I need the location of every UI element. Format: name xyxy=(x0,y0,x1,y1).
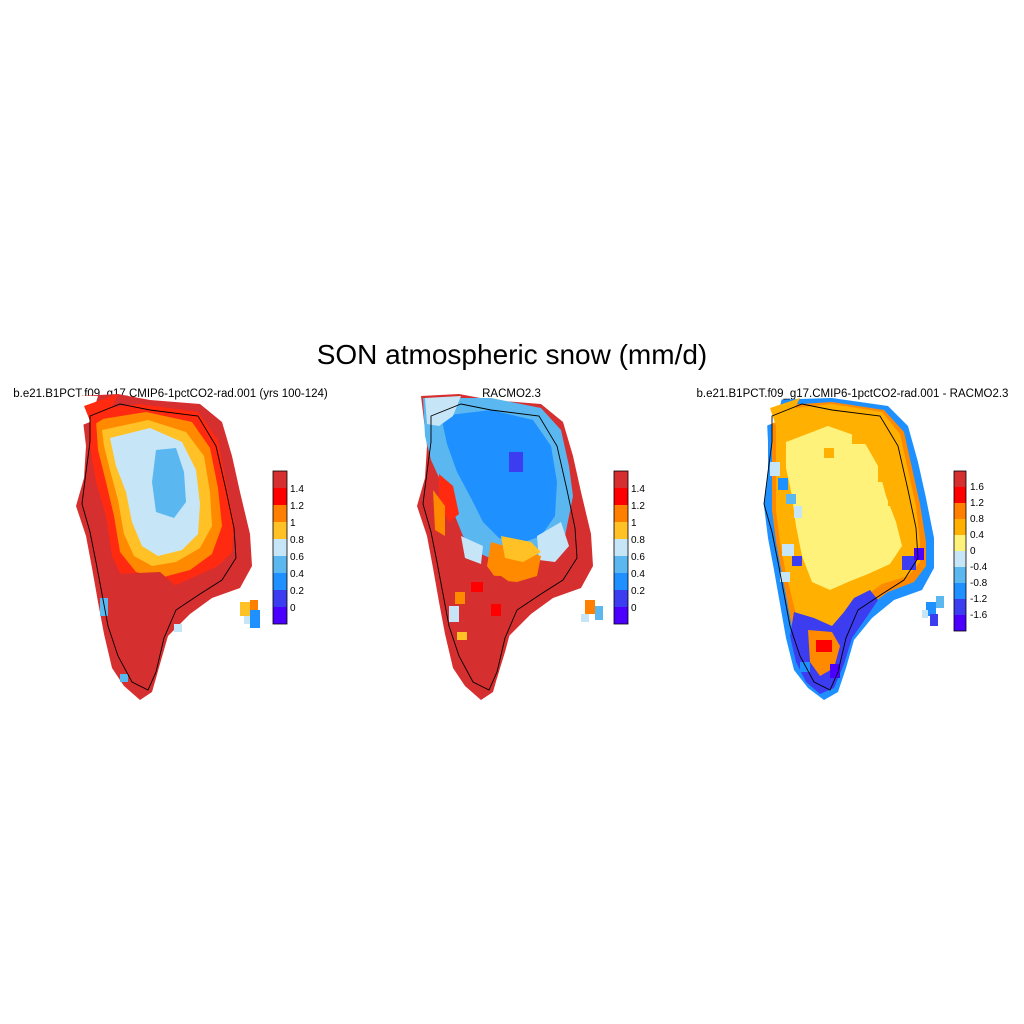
coastline xyxy=(763,403,919,691)
cb-label: 1.6 xyxy=(970,482,984,493)
cb-label: -1.2 xyxy=(970,594,988,605)
coastline xyxy=(81,403,237,691)
cb-label: -0.4 xyxy=(970,562,988,573)
cb-label: 1.4 xyxy=(290,484,304,495)
cb-label: 0.8 xyxy=(290,535,304,546)
colorbar-racmo: 1.4 1.2 1 0.8 0.6 0.4 0.2 0 xyxy=(613,470,645,625)
panel-title-difference: b.e21.B1PCT.f09_g17.CMIP6-1pctCO2-rad.00… xyxy=(696,388,1009,400)
map-difference: 1.6 1.2 0.8 0.4 0 -0.4 -0.8 -1.2 -1.6 xyxy=(763,398,988,700)
cb-label: 1.2 xyxy=(970,498,984,509)
colorbar-difference: 1.6 1.2 0.8 0.4 0 -0.4 -0.8 -1.2 -1.6 xyxy=(953,470,988,632)
cb-label: 0.2 xyxy=(290,586,304,597)
cb-label: 1.2 xyxy=(290,501,304,512)
cb-label: 0.4 xyxy=(970,530,984,541)
cb-label: -0.8 xyxy=(970,578,988,589)
panel-title-racmo: RACMO2.3 xyxy=(482,388,541,400)
field-difference xyxy=(764,398,944,700)
panel-racmo: RACMO2.3 xyxy=(341,386,682,716)
panel-difference: b.e21.B1PCT.f09_g17.CMIP6-1pctCO2-rad.00… xyxy=(682,386,1023,716)
cb-label: 0.6 xyxy=(290,552,304,563)
cb-label: 0.4 xyxy=(631,569,645,580)
cb-label: 0.6 xyxy=(631,552,645,563)
field-model xyxy=(76,394,260,700)
cb-label: 1.2 xyxy=(631,501,645,512)
cb-label: 0.2 xyxy=(631,586,645,597)
map-racmo: 1.4 1.2 1 0.8 0.6 0.4 0.2 0 xyxy=(417,394,645,700)
coastline xyxy=(422,403,578,691)
field-racmo xyxy=(417,394,603,700)
cb-label: 0.4 xyxy=(290,569,304,580)
cb-label: 0 xyxy=(631,603,637,614)
cb-label: 0.8 xyxy=(970,514,984,525)
cb-label: -1.6 xyxy=(970,610,988,621)
figure-title: SON atmospheric snow (mm/d) xyxy=(316,339,708,370)
colorbar-model: 1.4 1.2 1 0.8 0.6 0.4 0.2 0 xyxy=(272,470,304,625)
cb-label: 0 xyxy=(290,603,296,614)
cb-label: 1.4 xyxy=(631,484,645,495)
cb-label: 0 xyxy=(970,546,976,557)
panel-model: b.e21.B1PCT.f09_g17.CMIP6-1pctCO2-rad.00… xyxy=(0,386,341,716)
cb-label: 0.8 xyxy=(631,535,645,546)
map-model: 1.4 1.2 1 0.8 0.6 0.4 0.2 0 xyxy=(76,394,304,700)
cb-label: 1 xyxy=(631,518,637,529)
cb-label: 1 xyxy=(290,518,296,529)
